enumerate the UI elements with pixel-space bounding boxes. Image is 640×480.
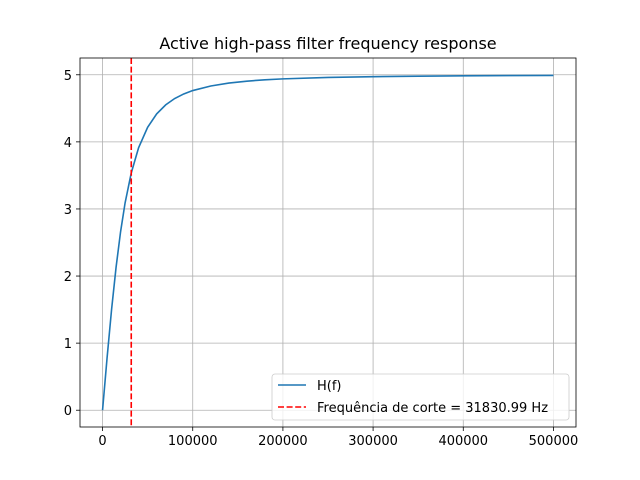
y-tick-label: 4 [64,136,72,151]
x-tick-label: 400000 [438,434,488,449]
y-tick-label: 1 [64,337,72,352]
x-tick-label: 500000 [529,434,579,449]
x-tick-label: 100000 [168,434,218,449]
x-tick-label: 300000 [348,434,398,449]
grid-lines [80,58,576,427]
y-tick-label: 0 [64,404,72,419]
y-tick-label: 5 [64,69,72,84]
plot-frame [79,57,577,428]
y-tick-label: 2 [64,270,72,285]
legend: H(f) Frequência de corte = 31830.99 Hz [271,373,570,421]
legend-label-hf: H(f) [317,379,342,394]
x-tick-label: 200000 [258,434,308,449]
x-tick-label: 0 [98,434,106,449]
legend-label-cutoff: Frequência de corte = 31830.99 Hz [317,401,548,416]
y-tick-label: 3 [64,203,72,218]
y-axis-ticks: 0 1 2 3 4 5 [64,69,80,419]
plot-area [80,58,576,427]
x-axis-ticks: 0 100000 200000 300000 400000 500000 [98,427,578,449]
legend-box [271,373,570,421]
series-line-hf [101,74,554,411]
chart-title: Active high-pass filter frequency respon… [159,34,496,53]
series-layer [101,58,554,427]
